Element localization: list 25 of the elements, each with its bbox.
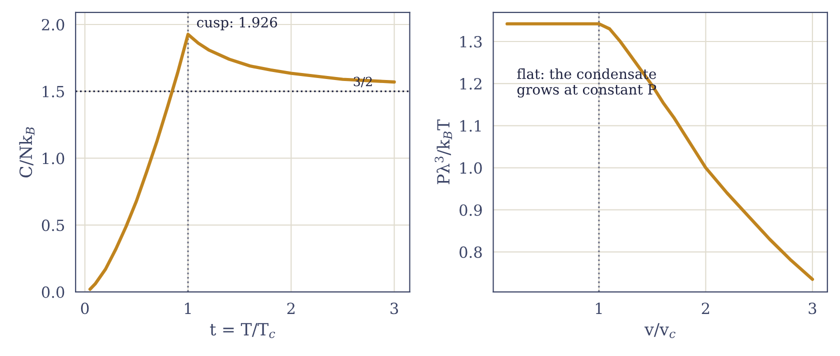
x-tick-label: 3 [808,302,816,314]
x-tick-label: 0 [81,302,89,314]
x-tick-label: 1 [185,302,191,314]
x-tick-label: 1 [596,302,602,314]
y-tick-label: 1.3 [460,36,482,48]
y-tick-label: 0.0 [42,286,64,298]
y-tick-label: 1.5 [42,86,64,98]
y-tick-label: 1.1 [460,120,481,132]
x-tick-label: 2 [702,302,710,314]
line-series [88,32,396,291]
y-tick-label: 0.8 [460,246,482,258]
y-axis-title: C/Nk$_{B}$ [19,127,34,178]
y-tick-label: 0.9 [460,204,482,216]
y-tick-label: 0.5 [42,220,64,232]
x-axis-title: t = T/T$_{c}$ [210,323,276,338]
y-tick-label: 1.0 [460,162,482,174]
y-tick-label: 1.0 [42,152,64,164]
annotation: cusp: 1.926 [197,17,278,30]
x-tick-label: 2 [287,302,294,314]
y-axis-title: Pλ$^{3}$/k$_{B}$T [434,120,452,184]
x-tick-label: 3 [390,302,398,314]
line-series [506,22,814,281]
y-tick-label: 2.0 [42,18,64,31]
y-tick-label: 1.2 [460,78,482,90]
x-axis-title: v/v$_{c}$ [644,323,676,338]
